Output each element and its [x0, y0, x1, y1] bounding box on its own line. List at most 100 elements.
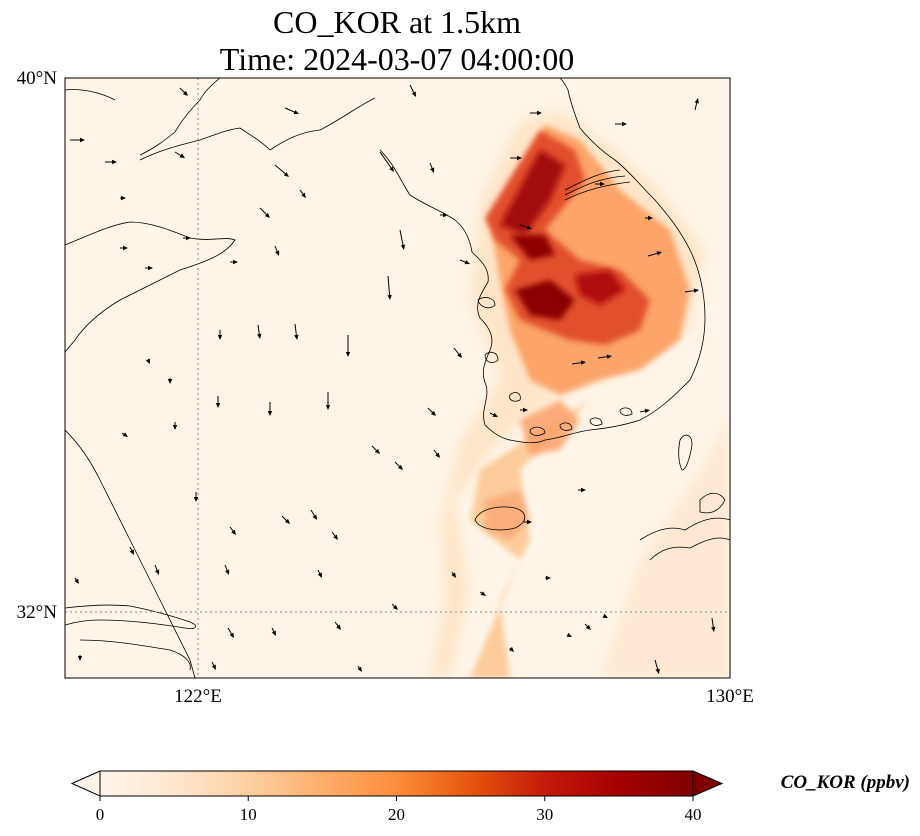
- wind-arrow-head: [492, 412, 498, 417]
- wind-arrow-head: [581, 487, 586, 493]
- wind-arrow-shaft: [294, 323, 298, 338]
- wind-arrow-head: [336, 624, 341, 630]
- wind-arrow-head: [294, 334, 299, 340]
- wind-arrow-head: [284, 518, 290, 524]
- colorbar-gradient: [100, 771, 693, 796]
- wind-arrow-head: [622, 121, 627, 127]
- wind-arrow-shaft: [387, 275, 391, 298]
- wind-arrow-head: [317, 572, 322, 578]
- gridlines: [65, 78, 730, 678]
- wind-arrow-head: [546, 575, 551, 581]
- wind-arrow-head: [655, 668, 660, 674]
- map-frame: [64, 77, 731, 679]
- coastlines: [65, 78, 730, 678]
- wind-arrow-head: [357, 666, 362, 672]
- wind-arrow-head: [121, 195, 126, 201]
- wind-arrow-head: [264, 212, 270, 218]
- wind-arrow-head: [77, 656, 83, 661]
- wind-arrow-head: [693, 288, 699, 293]
- wind-arrow-head: [451, 572, 456, 578]
- colorbar-tick-label: 10: [240, 805, 257, 824]
- lon-tick-label-130: 130°E: [706, 686, 754, 707]
- jeju-island: [474, 506, 526, 531]
- wind-arrow-head: [606, 354, 612, 359]
- wind-arrow-shaft: [399, 229, 404, 248]
- colorbar-tick-label: 20: [388, 805, 405, 824]
- wind-arrow-head: [397, 464, 403, 470]
- wind-arrow-head: [231, 529, 236, 535]
- wind-arrow-head: [148, 265, 153, 271]
- wind-arrow-head: [293, 110, 299, 115]
- wind-arrow-head: [443, 212, 448, 218]
- wind-arrow-head: [186, 235, 191, 241]
- lat-tick-label-40: 40°N: [17, 68, 58, 89]
- wind-arrow-shaft: [284, 107, 297, 114]
- wind-arrow-head: [537, 110, 542, 116]
- wind-arrow-head: [225, 569, 230, 575]
- wind-arrow-head: [694, 98, 699, 104]
- lon-tick-label-122: 122°E: [174, 686, 222, 707]
- colorbar-ticks: 0 10 20 30 40: [96, 796, 702, 824]
- wind-arrow-head: [523, 407, 528, 413]
- colorbar: 0 10 20 30 40 CO_KOR (ppbv): [70, 770, 910, 824]
- lat-tick-label-32: 32°N: [17, 602, 58, 623]
- wind-arrow-head: [172, 425, 178, 430]
- wind-arrow-head: [74, 578, 79, 584]
- wind-arrow-head: [275, 250, 280, 256]
- wind-arrow-head: [430, 167, 435, 173]
- wind-arrow-head: [267, 411, 273, 416]
- wind-arrow-head: [648, 215, 653, 221]
- wind-arrow-head: [400, 244, 406, 250]
- wind-arrow-head: [526, 225, 532, 230]
- wind-arrow-head: [257, 333, 262, 339]
- colorbar-tick-label: 30: [536, 805, 553, 824]
- colorbar-tick-label: 0: [96, 805, 105, 824]
- wind-arrow-head: [145, 358, 150, 364]
- wind-arrow-head: [345, 352, 351, 357]
- wind-arrow-head: [508, 646, 514, 652]
- wind-arrow-head: [392, 604, 398, 610]
- wind-arrow-head: [644, 408, 650, 414]
- wind-arrow-head: [129, 549, 134, 555]
- wind-arrow-head: [656, 251, 662, 256]
- wind-arrow-head: [333, 534, 338, 540]
- wind-arrow-head: [600, 181, 605, 187]
- wind-arrow-head: [211, 664, 216, 670]
- wind-arrow-head: [167, 379, 173, 384]
- wind-arrow-head: [215, 403, 221, 408]
- wind-arrow-head: [435, 452, 440, 458]
- wind-arrow-head: [271, 630, 276, 636]
- wind-arrow-head: [711, 626, 716, 632]
- wind-arrow-head: [122, 432, 128, 437]
- wind-arrow-head: [123, 245, 128, 251]
- wind-arrow-head: [517, 155, 522, 161]
- colorbar-extend-max: [692, 770, 724, 797]
- wind-arrow-head: [387, 294, 392, 300]
- wind-arrow-head: [193, 497, 199, 502]
- wind-arrow-shaft: [379, 151, 393, 170]
- wind-arrow-head: [602, 613, 608, 618]
- wind-arrow-head: [325, 405, 331, 410]
- wind-arrow-head: [155, 569, 160, 575]
- colorbar-tick-label: 40: [685, 805, 702, 824]
- wind-arrow-head: [182, 90, 188, 96]
- wind-arrow-head: [585, 624, 591, 630]
- wind-arrow-head: [527, 519, 532, 525]
- wind-arrow-head: [457, 352, 462, 358]
- wind-vectors: [70, 84, 716, 674]
- map-title-line2: Time: 2024-03-07 04:00:00: [220, 41, 574, 77]
- wind-arrow-head: [283, 172, 289, 177]
- wind-arrow-head: [179, 153, 185, 158]
- colorbar-title: CO_KOR (ppbv): [781, 772, 910, 793]
- wind-arrow-head: [389, 166, 394, 172]
- wind-arrow-head: [312, 514, 317, 520]
- wind-arrow-head: [374, 448, 380, 454]
- wind-arrow-head: [566, 632, 572, 637]
- wind-arrow-head: [411, 91, 416, 97]
- wind-arrow-head: [301, 192, 306, 198]
- wind-arrow-head: [480, 591, 486, 596]
- wind-arrow-head: [430, 410, 436, 416]
- wind-arrow-head: [229, 632, 234, 638]
- wind-arrow-shaft: [274, 164, 288, 176]
